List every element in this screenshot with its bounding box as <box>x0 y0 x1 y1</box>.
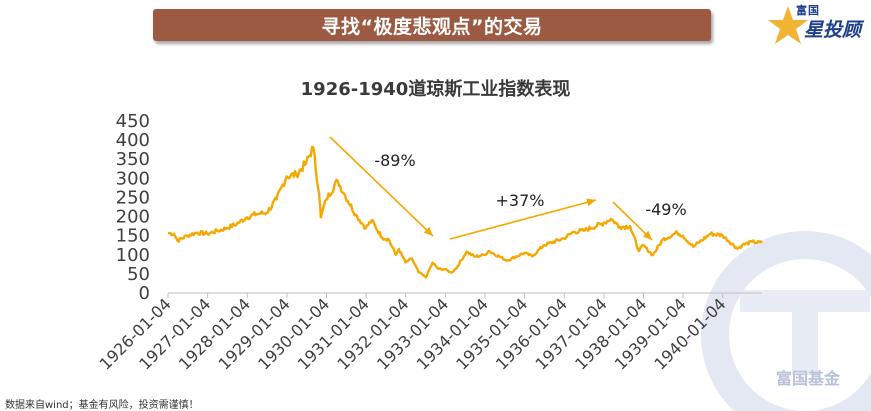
y-tick-label: 100 <box>116 245 150 266</box>
y-tick-label: 200 <box>116 207 150 228</box>
y-tick-label: 0 <box>139 283 150 304</box>
y-tick-label: 150 <box>116 226 150 247</box>
brand-small-text: 富国 <box>796 4 820 17</box>
brand-logo: 富国 星投顾 <box>768 2 868 46</box>
annotation-arrow <box>449 199 597 240</box>
annotation-labels: -89% +37% -49% <box>374 151 686 219</box>
series-line <box>167 145 763 279</box>
y-tick-label: 400 <box>116 130 150 151</box>
y-tick-label: 450 <box>116 111 150 132</box>
banner-title: 寻找“极度悲观点”的交易 <box>153 9 711 41</box>
x-axis: 1926-01-041927-01-041928-01-041929-01-04… <box>96 293 730 374</box>
y-tick-label: 350 <box>116 149 150 170</box>
annotation-label: -89% <box>374 151 415 170</box>
watermark-emblem <box>701 231 871 411</box>
annotation-label: +37% <box>496 191 545 210</box>
star-icon <box>768 6 808 44</box>
annotation-arrowhead <box>642 230 652 240</box>
y-tick-label: 50 <box>127 264 150 285</box>
annotation-label: -49% <box>645 200 686 219</box>
footnote: 数据来自wind；基金有风险，投资需谨慎！ <box>5 400 199 411</box>
annotation-arrow <box>612 201 653 241</box>
annotation-arrowhead <box>423 226 433 236</box>
chart-title: 1926-1940道琼斯工业指数表现 <box>300 79 571 100</box>
y-tick-label: 250 <box>116 187 150 208</box>
y-tick-label: 300 <box>116 168 150 189</box>
brand-big-text: 星投顾 <box>804 19 862 41</box>
annotations <box>329 136 653 241</box>
watermark-text: 富国基金 <box>776 369 841 388</box>
annotation-arrowhead <box>586 198 596 207</box>
annotation-arrow <box>329 136 434 237</box>
